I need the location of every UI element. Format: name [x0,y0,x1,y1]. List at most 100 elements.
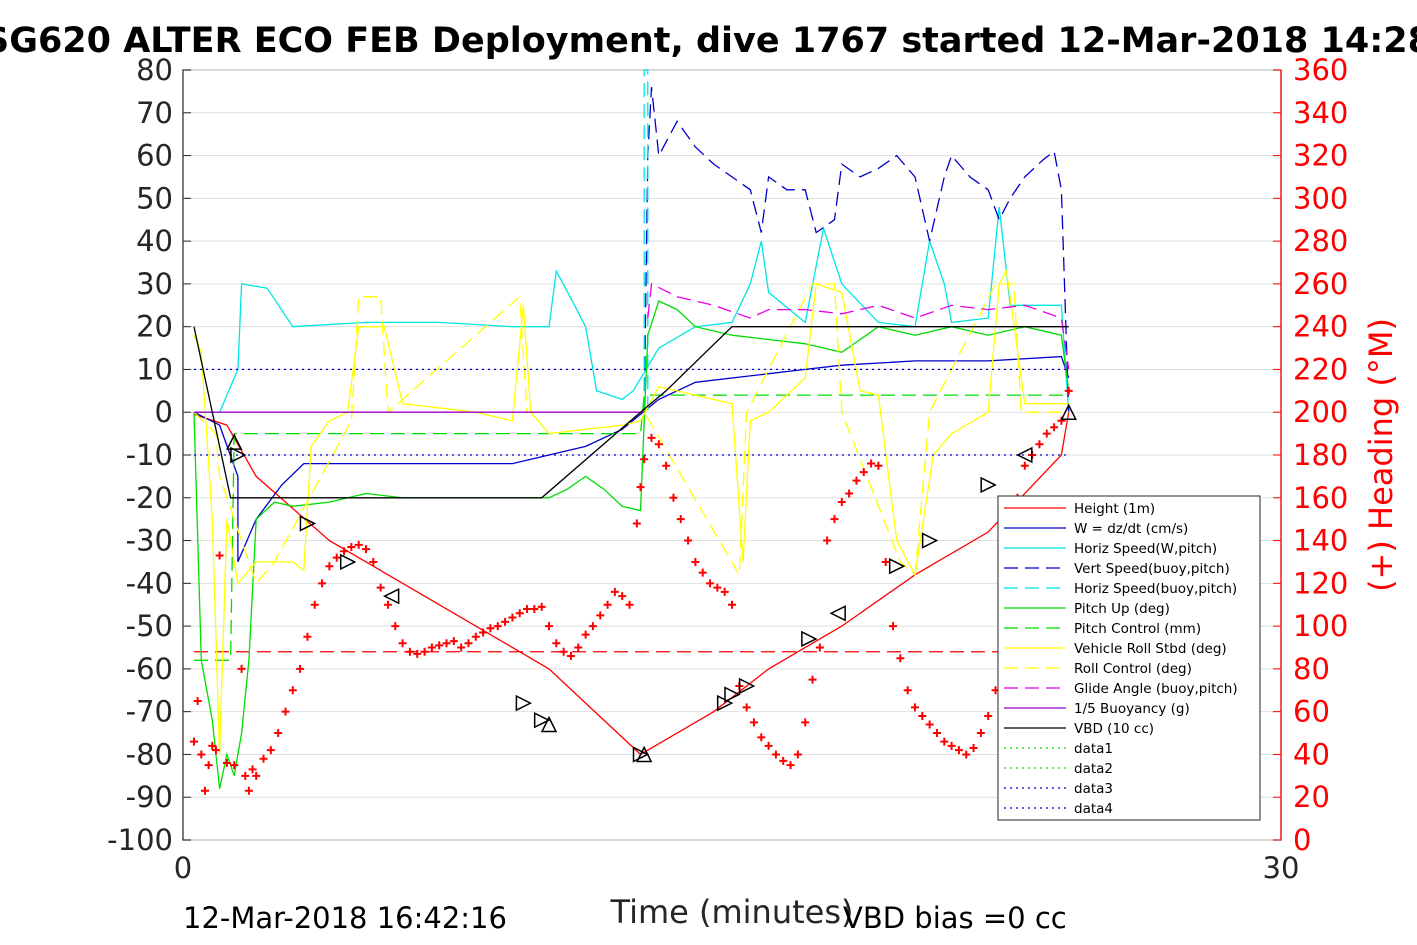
heading-point [940,737,949,746]
heading-point [303,632,312,641]
heading-point [757,733,766,742]
heading-point [501,617,510,626]
series-line-glide-angle-buoy-pitch [647,282,1070,370]
heading-point [383,600,392,609]
heading-point [420,647,429,656]
heading-point [976,729,985,738]
heading-point [742,703,751,712]
heading-point [932,729,941,738]
x-tick-label: 30 [1263,851,1300,885]
series-line-horiz-speed-buoy-pitch [643,69,649,413]
heading-point [749,718,758,727]
heading-point [369,557,378,566]
legend-label: Height (1m) [1074,501,1155,517]
heading-point [837,498,846,507]
triangle-marker [540,715,558,733]
legend-label: W = dz/dt (cm/s) [1074,521,1188,537]
legend-label: data4 [1074,801,1113,817]
heading-point [200,786,209,795]
triangle-marker [635,745,653,763]
heading-point [911,703,919,712]
y-right-tick-label: 60 [1293,695,1330,729]
heading-point [969,744,978,753]
legend-label: Vehicle Roll Stbd (deg) [1074,641,1227,657]
y-tick-label: 50 [136,181,173,215]
heading-point [698,568,707,577]
legend-box [997,495,1261,821]
series-line-pitch-control-mm [194,394,1069,661]
heading-point [691,557,700,566]
heading-point [1020,461,1029,470]
heading-point [771,750,780,759]
y-right-tick-label: 140 [1293,524,1348,558]
heading-point [537,602,546,611]
series-layer [193,69,1070,789]
heading-point [1050,423,1059,432]
heading-point [625,600,634,609]
heading-point [208,741,217,750]
heading-point [325,562,334,571]
heading-point [391,622,400,631]
heading-point [310,600,319,609]
heading-point [464,639,473,648]
heading-point [435,641,444,650]
heading-point [552,639,561,648]
heading-points [189,386,1073,795]
heading-point [947,741,956,750]
heading-point [823,536,832,545]
heading-point [779,756,788,765]
heading-point [427,643,436,652]
heading-point [874,461,883,470]
y-tick-label: -60 [126,652,173,686]
heading-point [684,536,693,545]
y-right-tick-label: 280 [1293,224,1348,258]
y-right-tick-label: 40 [1293,737,1330,771]
x-tick-label: 0 [174,851,192,885]
heading-point [801,718,810,727]
heading-point [581,630,590,639]
y-right-tick-label: 100 [1293,609,1348,643]
heading-point [479,628,488,637]
heading-point [574,643,583,652]
triangle-marker [382,587,400,605]
legend-label: data3 [1074,781,1113,797]
triangle-markers [226,403,1077,763]
y-tick-label: 80 [136,53,173,87]
y-tick-label: -50 [126,609,173,643]
heading-point [442,639,451,648]
heading-point [281,707,290,716]
heading-point [793,750,802,759]
y-right-tick-label: 340 [1293,96,1348,130]
y-tick-label: -80 [126,737,173,771]
y-tick-label: -40 [126,566,173,600]
series-line-pitch-up-deg [193,300,1070,789]
heading-point [354,540,363,549]
heading-point [530,605,539,613]
heading-point [881,557,890,566]
heading-point [1064,386,1073,395]
heading-point [713,583,722,592]
heading-point [706,579,715,588]
heading-point [925,720,934,729]
heading-point [215,551,224,560]
heading-point [1042,429,1051,438]
y-right-tick-label: 300 [1293,181,1348,215]
heading-point [296,664,305,673]
heading-point [728,600,736,609]
y-tick-label: -10 [126,438,173,472]
heading-point [376,583,385,592]
heading-point [896,654,905,663]
heading-point [640,455,649,464]
triangle-marker [299,515,317,532]
triangle-marker [801,630,818,648]
heading-point [211,746,220,755]
heading-point [566,652,575,661]
triangle-marker [515,694,533,712]
y-right-tick-label: 20 [1293,780,1330,814]
y-right-tick-label: 360 [1293,53,1348,87]
heading-point [889,622,898,631]
heading-point [241,771,250,780]
series-line-vert-speed-buoy-pitch [643,87,1070,413]
triangle-marker [888,558,906,575]
heading-point [808,675,817,684]
